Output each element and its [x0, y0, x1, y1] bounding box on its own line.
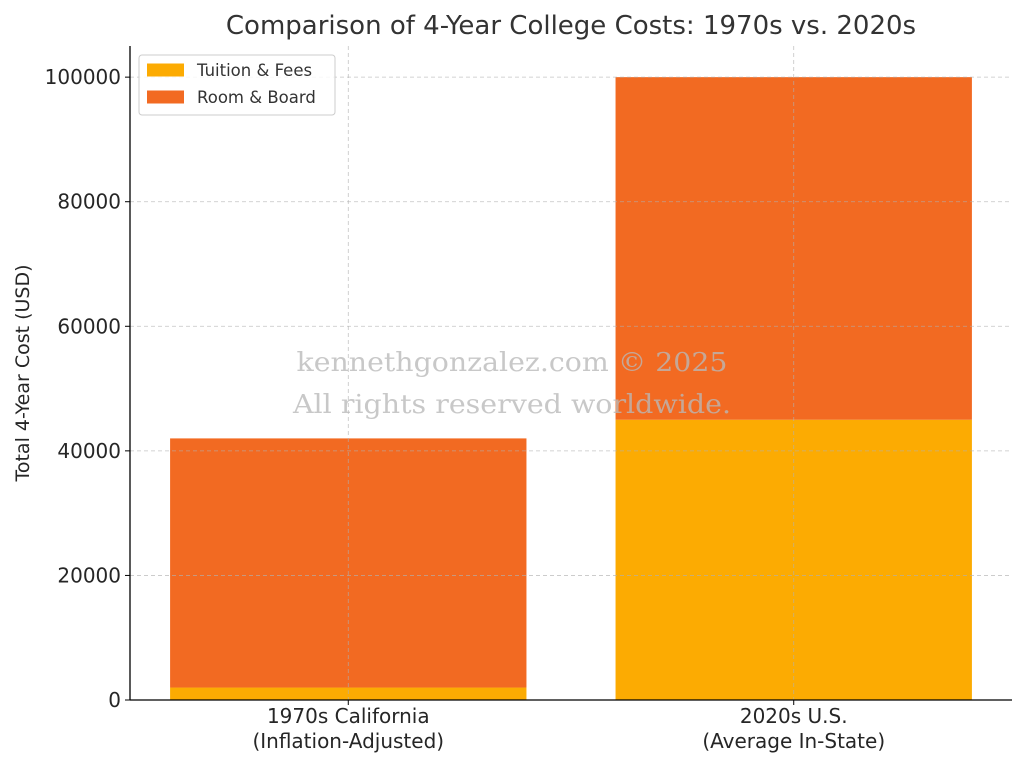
chart-title: Comparison of 4-Year College Costs: 1970…	[226, 11, 916, 41]
watermark-line-2: All rights reserved worldwide.	[292, 390, 731, 420]
y-tick-label-100000: 100000	[45, 65, 121, 89]
legend: Tuition & Fees Room & Board	[138, 54, 336, 116]
axes	[129, 46, 1012, 701]
legend-label-tuition-fees: Tuition & Fees	[196, 61, 312, 80]
legend-swatch-tuition-fees	[147, 63, 184, 77]
watermark-line-1: kennethgonzalez.com © 2025	[297, 348, 728, 378]
y-tick-label-80000: 80000	[57, 190, 121, 214]
x-tick-label-2020s-u-s: 2020s U.S. (Average In-State)	[702, 704, 885, 753]
y-tick-label-60000: 60000	[57, 314, 121, 338]
y-tick-label-0: 0	[108, 688, 121, 712]
y-tick-label-20000: 20000	[57, 563, 121, 587]
bar-1970s-california-room-board	[170, 438, 527, 688]
y-tick-label-40000: 40000	[57, 439, 121, 463]
legend-box	[138, 54, 336, 116]
watermark: kennethgonzalez.com © 2025 All rights re…	[292, 348, 731, 420]
legend-label-room-board: Room & Board	[197, 88, 316, 107]
x-axis-ticks: 1970s California (Inflation-Adjusted) 2020…	[252, 700, 885, 753]
y-axis-label: Total 4-Year Cost (USD)	[12, 264, 34, 482]
legend-swatch-room-board	[147, 90, 184, 104]
y-axis-ticks: 0 20000 40000 60000 80000 100000	[45, 65, 130, 712]
x-tick-label-1970s-california: 1970s California (Inflation-Adjusted)	[252, 704, 444, 753]
